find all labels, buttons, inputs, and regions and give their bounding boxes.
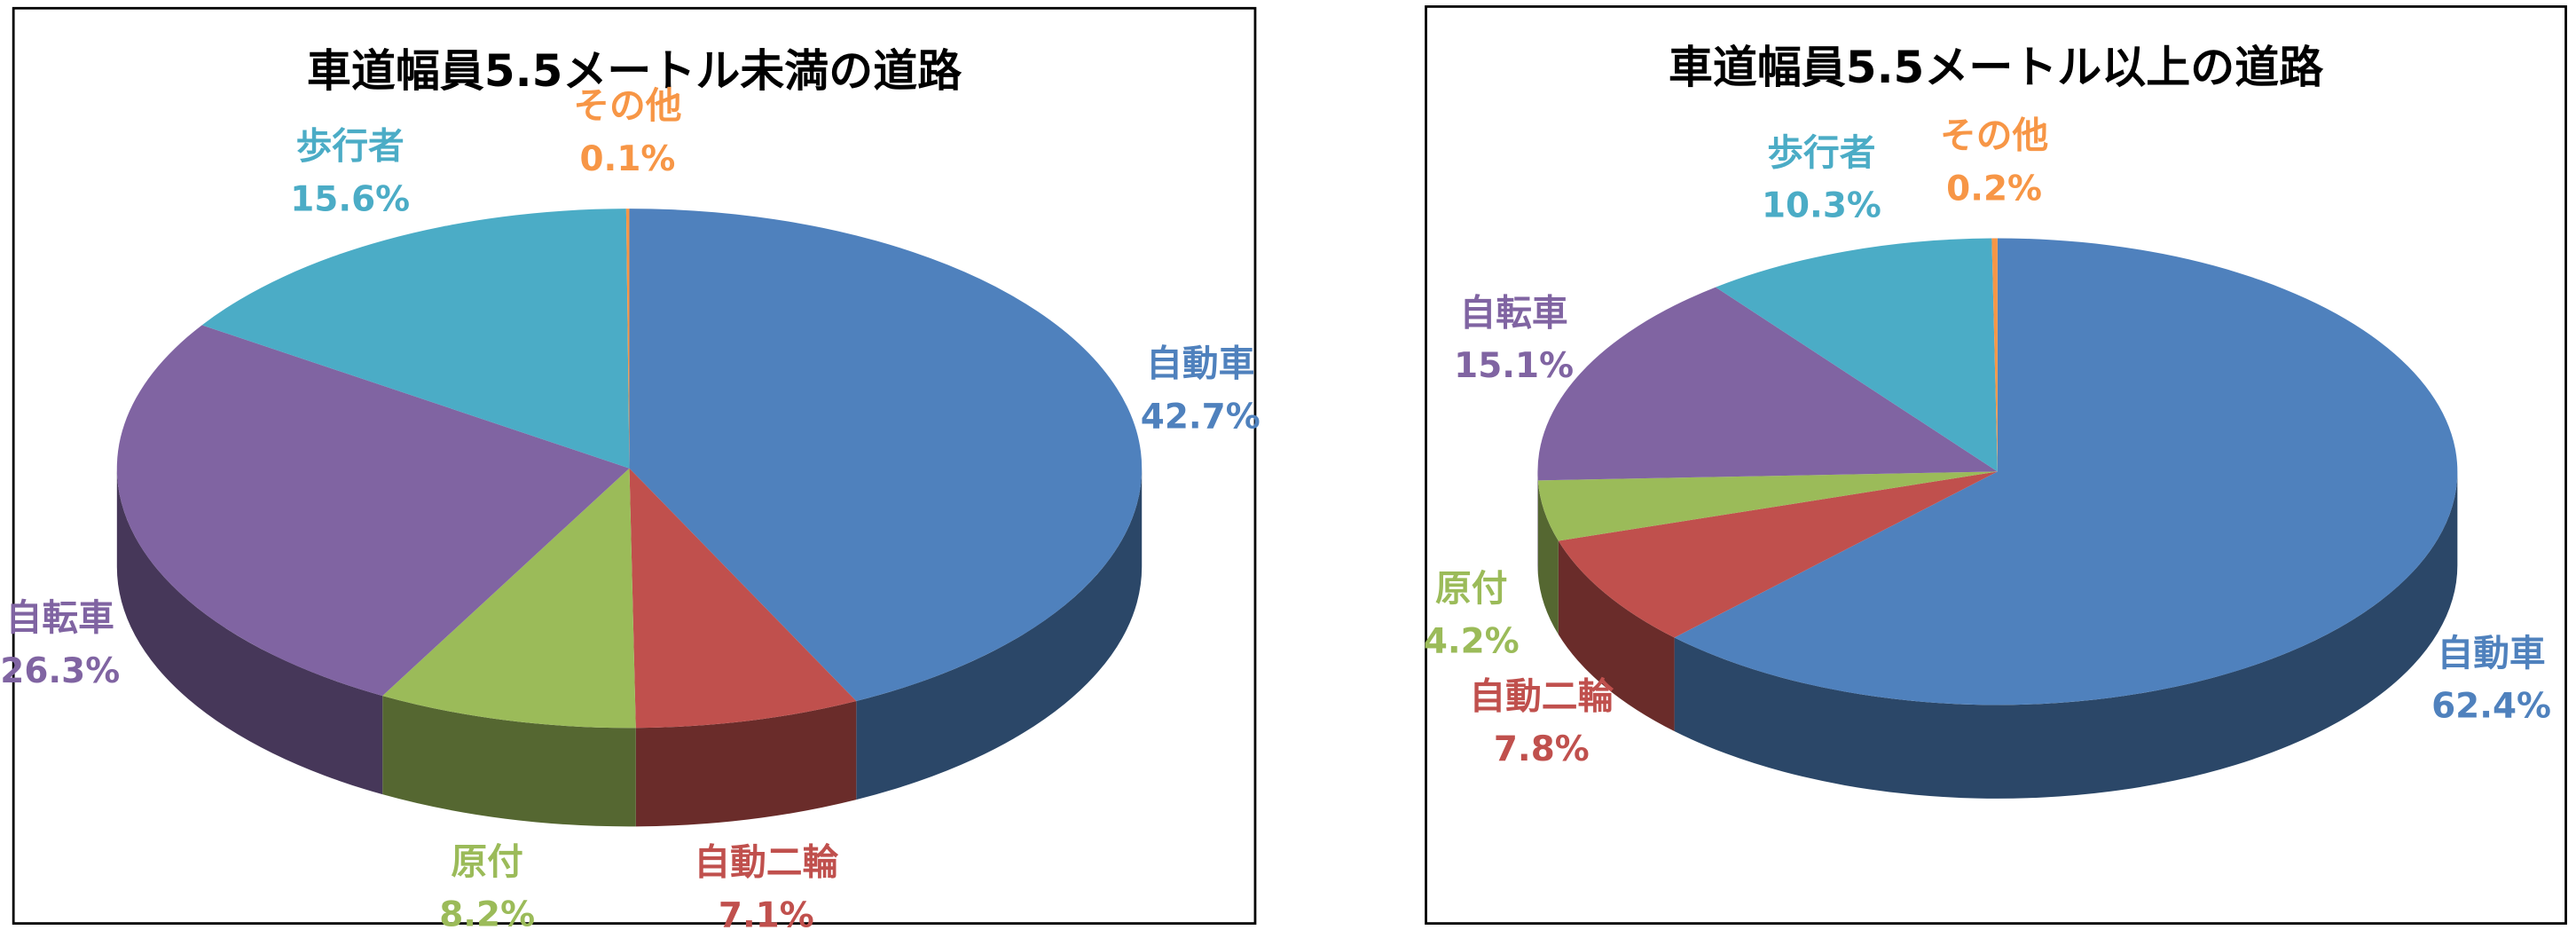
slice	[1537, 287, 1998, 481]
slice-label: 自動車	[2437, 632, 2545, 674]
slice-side	[1537, 480, 1559, 635]
slice-label: 歩行者	[296, 125, 404, 168]
value-label: 7.1%	[719, 895, 814, 930]
value-label: 0.2%	[1946, 169, 2042, 209]
value-label: 8.2%	[439, 895, 535, 930]
value-label: 15.6%	[290, 179, 410, 219]
slice	[1674, 238, 2458, 705]
value-label: 62.4%	[2431, 687, 2551, 727]
slice-label: 自動車	[1146, 343, 1254, 385]
slice-label: 歩行者	[1767, 131, 1875, 174]
value-label: 15.1%	[1454, 346, 1574, 386]
slice-label: 自転車	[6, 596, 114, 639]
slice	[629, 468, 857, 729]
value-label: 42.7%	[1141, 397, 1261, 437]
slice	[1558, 471, 1998, 638]
value-label: 10.3%	[1762, 186, 1881, 226]
slice-side	[635, 701, 857, 827]
slice-label: 原付	[1435, 567, 1507, 610]
slice-side	[1558, 540, 1675, 732]
slice-side	[382, 696, 636, 827]
value-label: 7.8%	[1494, 729, 1590, 769]
value-label: 0.1%	[580, 139, 676, 179]
slice-label: その他	[573, 84, 681, 127]
slice-side	[1674, 471, 2458, 799]
slice	[1716, 238, 1998, 472]
slice-side	[856, 468, 1143, 800]
slice	[1537, 471, 1998, 541]
slice-label: 原付	[451, 840, 522, 883]
value-label: 26.3%	[0, 651, 120, 691]
slice-label: 自動二輪	[694, 841, 838, 884]
chart-title: 車道幅員5.5メートル未満の道路	[307, 45, 962, 97]
slice-label: その他	[1940, 114, 2048, 157]
slice	[1991, 238, 1998, 472]
slice-label: 自動二輪	[1469, 674, 1614, 717]
value-label: 4.2%	[1424, 622, 1520, 662]
slice	[629, 209, 1143, 702]
slice	[201, 209, 630, 469]
slice	[382, 468, 636, 729]
slice	[116, 325, 630, 697]
chart-title: 車道幅員5.5メートル以上の道路	[1669, 42, 2324, 93]
slice-label: 自転車	[1460, 291, 1568, 334]
slice-side	[116, 468, 383, 795]
